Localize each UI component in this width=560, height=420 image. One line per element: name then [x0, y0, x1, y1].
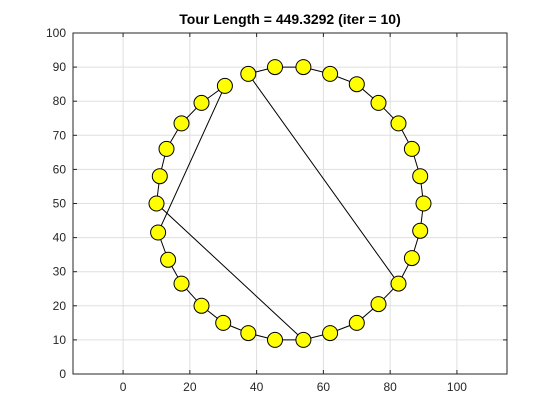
city-point [158, 140, 175, 157]
city-point [150, 224, 167, 241]
y-tick-label: 70 [53, 128, 67, 142]
y-tick-label: 30 [53, 265, 67, 279]
plot-frame [72, 32, 508, 375]
y-tick-label: 0 [59, 367, 66, 381]
y-tick-label: 90 [53, 60, 67, 74]
city-point [215, 314, 232, 331]
city-point [370, 296, 387, 313]
city-point [173, 115, 190, 132]
y-tick-label: 50 [53, 197, 67, 211]
x-tick-label: 0 [120, 380, 127, 394]
city-point [403, 250, 420, 267]
city-point [415, 195, 432, 212]
y-tick-label: 20 [53, 299, 67, 313]
city-markers [148, 59, 432, 348]
city-point [322, 325, 339, 342]
city-point [216, 77, 233, 94]
y-tick-label: 10 [53, 333, 67, 347]
y-tick-label: 80 [53, 94, 67, 108]
city-point [160, 251, 177, 268]
city-point [193, 297, 210, 314]
city-point [295, 59, 312, 76]
city-point [240, 65, 257, 82]
x-tick-label: 20 [183, 380, 197, 394]
y-tick-label: 60 [53, 162, 67, 176]
x-axis-tick-labels: 0 20 40 60 80 100 [120, 380, 468, 394]
city-point [412, 168, 429, 185]
city-point [403, 140, 420, 157]
city-point [348, 314, 365, 331]
city-point [295, 331, 312, 348]
city-point [370, 94, 387, 111]
city-point [151, 168, 168, 185]
city-point [173, 275, 190, 292]
city-point [267, 331, 283, 348]
city-point [148, 195, 165, 212]
chart-title: Tour Length = 449.3292 (iter = 10) [179, 11, 400, 27]
x-tick-label: 40 [250, 380, 264, 394]
y-axis-tick-labels: 0 10 20 30 40 50 60 70 80 90 100 [46, 26, 66, 381]
city-point [390, 115, 407, 132]
y-tick-label: 40 [53, 231, 67, 245]
axis-ticks [73, 32, 507, 375]
x-tick-label: 80 [383, 380, 397, 394]
city-point [412, 222, 429, 239]
x-tick-label: 60 [317, 380, 331, 394]
city-point [267, 59, 283, 76]
city-point [240, 325, 257, 342]
city-point [193, 94, 210, 111]
city-point [322, 65, 339, 82]
x-tick-label: 100 [447, 380, 467, 394]
city-point [390, 275, 407, 292]
y-tick-label: 100 [46, 26, 66, 40]
city-point [348, 76, 365, 93]
